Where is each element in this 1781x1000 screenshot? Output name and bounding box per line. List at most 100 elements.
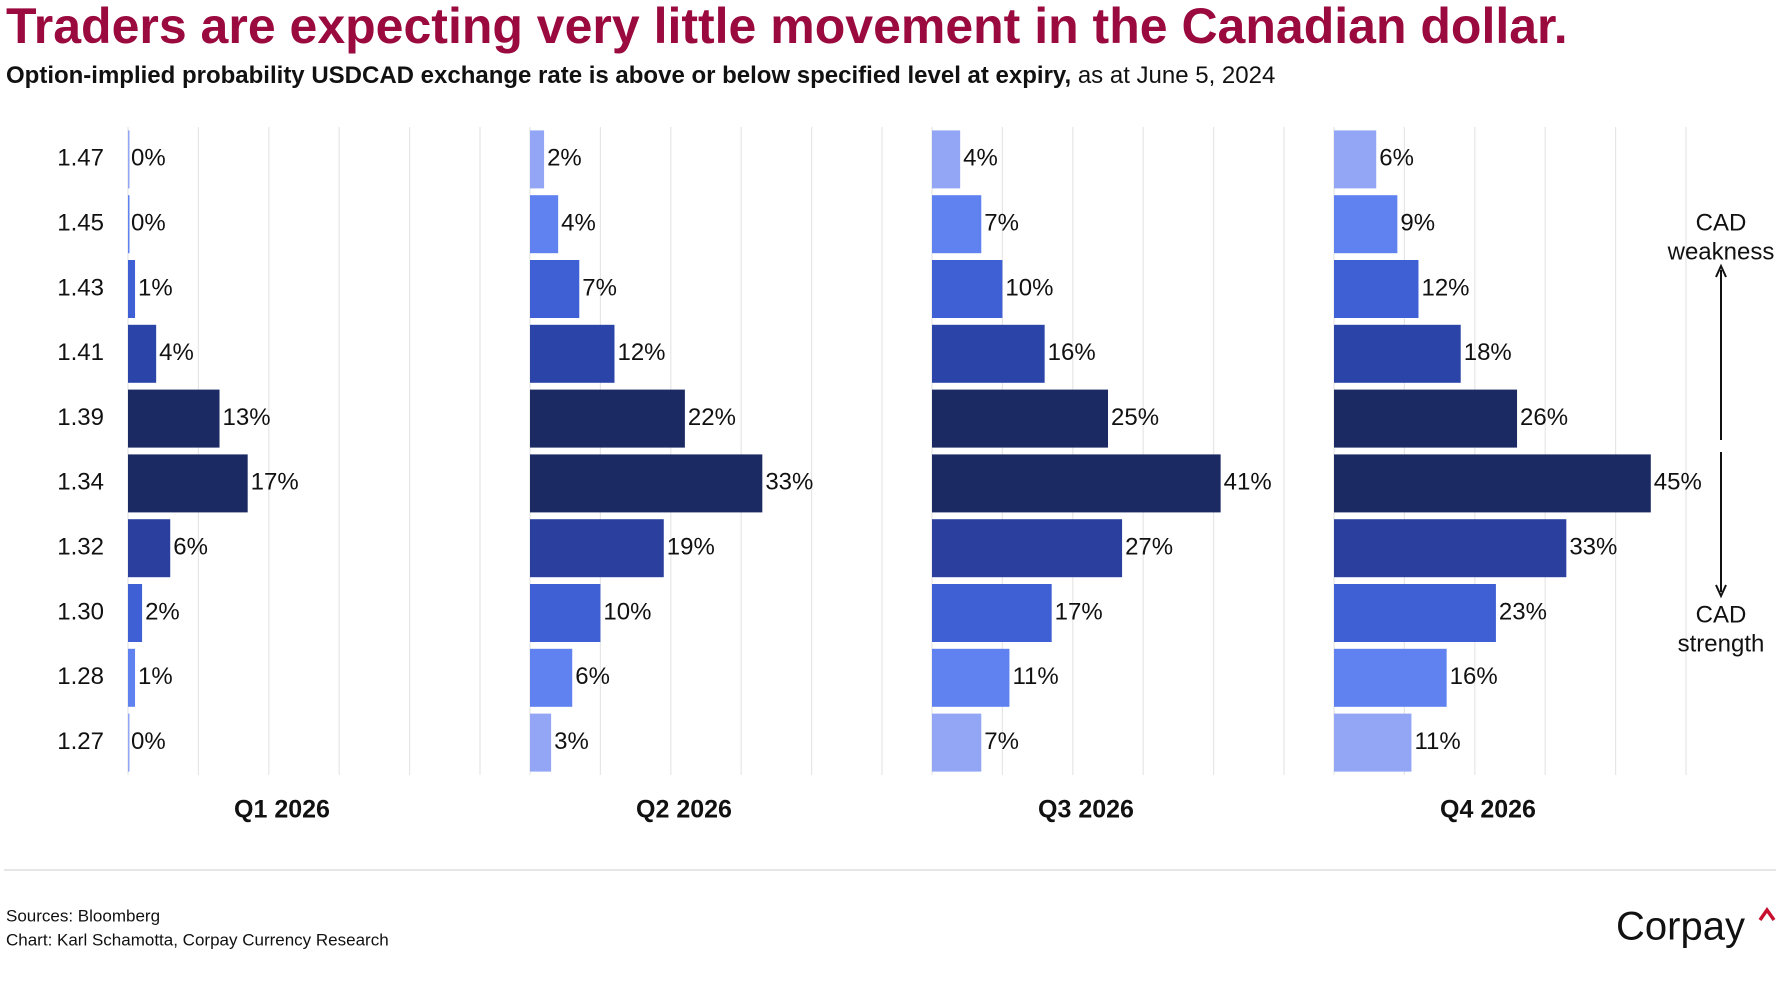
bar	[932, 519, 1123, 578]
value-label: 7%	[582, 274, 617, 301]
bar	[530, 324, 615, 383]
bar	[530, 389, 685, 448]
bar	[1334, 713, 1412, 772]
value-label: 3%	[554, 728, 589, 755]
value-label: 6%	[1379, 145, 1414, 172]
arrow-up-head	[1715, 263, 1727, 278]
value-label: 2%	[547, 145, 582, 172]
annotation: CAD	[1696, 601, 1747, 628]
bar	[530, 260, 580, 318]
bar	[530, 130, 545, 189]
y-tick-label: 1.32	[57, 534, 104, 561]
y-tick-label: 1.27	[57, 728, 104, 755]
chart-subtitle: Option-implied probability USDCAD exchan…	[6, 62, 1275, 89]
bar	[128, 130, 130, 189]
arrow-down-head	[1715, 584, 1727, 599]
bar	[932, 195, 982, 254]
bar	[932, 648, 1010, 707]
value-label: 33%	[765, 469, 813, 496]
value-label: 0%	[131, 210, 166, 237]
y-tick-label: 1.41	[57, 339, 104, 366]
value-label: 11%	[1414, 728, 1460, 755]
value-label: 10%	[1005, 274, 1053, 301]
bar	[128, 713, 130, 772]
y-tick-label: 1.45	[57, 210, 104, 237]
bar	[1334, 324, 1461, 383]
logo: Corpay	[1616, 905, 1745, 949]
value-label: 23%	[1499, 598, 1547, 625]
value-label: 16%	[1450, 663, 1498, 690]
subtitle-date: as at June 5, 2024	[1078, 62, 1275, 89]
y-tick-label: 1.47	[57, 145, 104, 172]
annotation: strength	[1678, 630, 1765, 657]
annotation: weakness	[1667, 238, 1775, 265]
chart-title: Traders are expecting very little moveme…	[6, 0, 1568, 54]
value-label: 25%	[1111, 404, 1159, 431]
bar	[530, 519, 664, 578]
bar	[932, 584, 1052, 642]
sources: Sources: Bloomberg	[6, 906, 160, 925]
bar	[530, 713, 552, 772]
bar	[1334, 454, 1651, 513]
value-label: 22%	[688, 404, 736, 431]
value-label: 13%	[223, 404, 271, 431]
y-tick-label: 1.34	[57, 469, 104, 496]
bar	[932, 389, 1108, 448]
value-label: 11%	[1012, 663, 1058, 690]
value-label: 4%	[159, 339, 194, 366]
bar	[128, 648, 136, 707]
y-tick-label: 1.28	[57, 663, 104, 690]
bar	[932, 260, 1003, 318]
panel-label: Q3 2026	[1038, 796, 1134, 824]
value-label: 12%	[617, 339, 665, 366]
y-tick-label: 1.43	[57, 274, 104, 301]
bar	[932, 130, 961, 189]
panel-label: Q4 2026	[1440, 796, 1536, 824]
value-label: 41%	[1224, 469, 1272, 496]
bar	[128, 389, 220, 448]
bar	[1334, 130, 1377, 189]
value-label: 7%	[984, 210, 1019, 237]
value-label: 17%	[251, 469, 299, 496]
panel-label: Q2 2026	[636, 796, 732, 824]
y-tick-label: 1.39	[57, 404, 104, 431]
value-label: 18%	[1464, 339, 1512, 366]
bar	[128, 519, 171, 578]
value-label: 2%	[145, 598, 180, 625]
bar	[932, 454, 1221, 513]
value-label: 1%	[138, 663, 173, 690]
value-label: 4%	[963, 145, 998, 172]
annotation: CAD	[1696, 209, 1747, 236]
bar	[1334, 648, 1447, 707]
value-label: 12%	[1421, 274, 1469, 301]
bar	[128, 324, 157, 383]
bar	[530, 648, 573, 707]
bar	[932, 324, 1045, 383]
value-label: 1%	[138, 274, 173, 301]
bar	[128, 195, 130, 254]
bar	[128, 454, 248, 513]
value-label: 0%	[131, 145, 166, 172]
bar	[1334, 519, 1567, 578]
subtitle-main: Option-implied probability USDCAD exchan…	[6, 62, 1071, 89]
bar	[1334, 389, 1518, 448]
value-label: 7%	[984, 728, 1019, 755]
bar	[530, 195, 559, 254]
bar	[530, 454, 763, 513]
value-label: 10%	[603, 598, 651, 625]
value-label: 6%	[173, 534, 208, 561]
bar	[932, 713, 982, 772]
value-label: 16%	[1048, 339, 1096, 366]
value-label: 19%	[667, 534, 715, 561]
value-label: 33%	[1569, 534, 1617, 561]
value-label: 6%	[575, 663, 610, 690]
logo-caret	[1758, 906, 1776, 922]
bar	[1334, 260, 1419, 318]
value-label: 9%	[1400, 210, 1435, 237]
bar	[128, 260, 136, 318]
value-label: 17%	[1055, 598, 1103, 625]
bar	[530, 584, 601, 642]
y-tick-label: 1.30	[57, 598, 104, 625]
